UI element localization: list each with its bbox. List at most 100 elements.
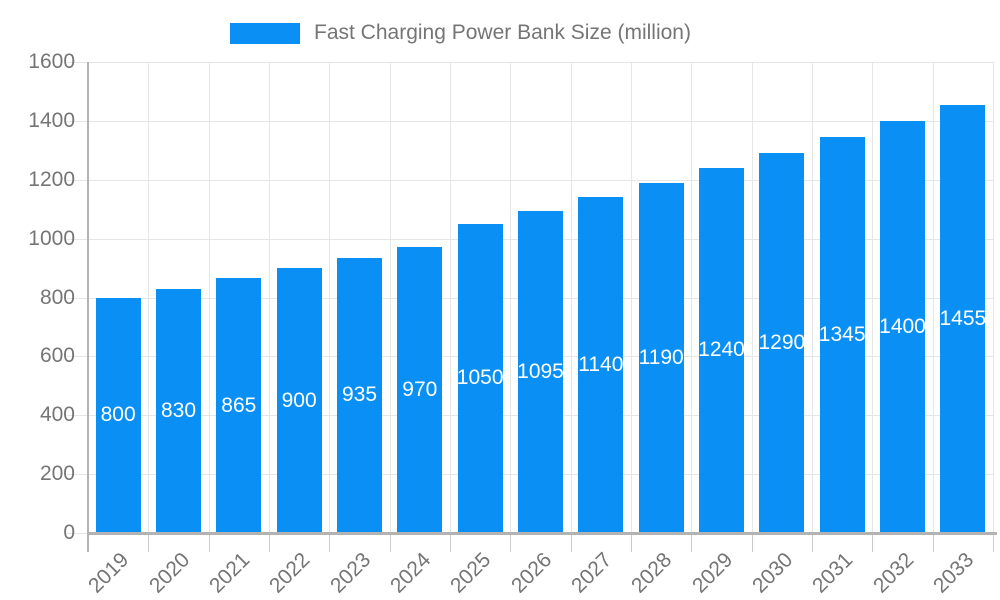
x-grid-line: [208, 62, 210, 533]
x-grid-line: [570, 62, 572, 533]
x-tick: [450, 535, 451, 552]
bar-value-label: 1240: [699, 338, 744, 362]
x-tick: [510, 535, 512, 552]
bar-value-label: 1290: [759, 331, 805, 355]
x-grid-line: [932, 62, 934, 533]
y-axis-label: 1200: [28, 167, 75, 191]
bar-value-label: 1455: [940, 306, 986, 330]
bar-value-label: 1190: [638, 345, 684, 369]
x-tick: [993, 535, 994, 552]
chart-title: Fast Charging Power Bank Size (million): [314, 21, 691, 44]
x-axis-label: 2033: [929, 548, 979, 598]
x-grid-line: [751, 62, 753, 533]
bar[interactable]: 1095: [518, 210, 563, 533]
bar[interactable]: 800: [95, 297, 141, 533]
y-tick: [67, 297, 88, 299]
y-tick: [67, 120, 88, 122]
x-tick: [329, 535, 331, 552]
y-tick: [67, 179, 88, 181]
y-axis-label: 1400: [28, 108, 75, 132]
x-axis-label: 2023: [325, 548, 376, 598]
x-tick: [148, 535, 150, 552]
bar-value-label: 970: [402, 378, 438, 402]
bar[interactable]: 865: [216, 278, 262, 533]
y-axis-label: 1000: [28, 226, 75, 250]
x-grid-line: [148, 62, 150, 533]
y-tick: [67, 415, 88, 417]
x-axis-label: 2028: [627, 548, 677, 598]
bar-value-label: 900: [281, 388, 317, 412]
bar-value-label: 1095: [518, 359, 563, 383]
x-axis-label: 2027: [567, 548, 617, 598]
bar-value-label: 935: [341, 383, 378, 407]
bar-value-label: 1140: [578, 353, 624, 377]
x-grid-line: [329, 62, 331, 533]
y-axis-label: 200: [39, 462, 75, 486]
y-axis-label: 1600: [28, 50, 75, 73]
x-axis-label: 2021: [205, 548, 255, 598]
x-axis-label: 2031: [808, 548, 858, 598]
bar-value-label: 1400: [880, 314, 925, 338]
x-tick: [389, 535, 391, 552]
x-grid-line: [269, 62, 270, 533]
y-axis-label: 400: [39, 403, 75, 427]
x-axis-label: 2032: [868, 548, 919, 598]
legend-swatch: [230, 22, 300, 44]
bar[interactable]: 900: [276, 268, 322, 533]
legend[interactable]: Fast Charging Power Bank Size (million): [230, 21, 691, 45]
bar[interactable]: 1290: [759, 153, 805, 533]
x-grid-line: [450, 62, 451, 533]
x-grid-line: [631, 62, 632, 533]
y-grid-line: [88, 179, 993, 181]
y-grid-line: [88, 62, 993, 63]
bar-value-label: 1345: [819, 323, 865, 347]
x-grid-line: [872, 62, 874, 533]
bar-value-label: 865: [221, 393, 257, 417]
bar[interactable]: 935: [337, 257, 382, 533]
bar[interactable]: 1190: [638, 182, 684, 533]
x-tick: [872, 535, 874, 552]
x-tick: [932, 535, 934, 552]
x-grid-line: [389, 62, 391, 533]
x-grid-line: [691, 62, 693, 533]
y-axis-label: 0: [63, 521, 75, 544]
x-tick: [208, 535, 210, 552]
bar-value-label: 800: [100, 403, 136, 427]
bar[interactable]: 1140: [578, 197, 624, 533]
x-axis-label: 2019: [84, 548, 134, 598]
y-axis-label: 800: [39, 285, 75, 309]
bar[interactable]: 830: [156, 288, 201, 533]
bar-value-label: 1050: [457, 366, 503, 390]
bar[interactable]: 970: [397, 247, 443, 533]
x-grid-line: [993, 62, 994, 533]
x-tick: [691, 535, 693, 552]
x-tick: [751, 535, 753, 552]
bar[interactable]: 1240: [699, 167, 744, 533]
y-tick: [67, 474, 88, 476]
x-axis-label: 2025: [446, 548, 496, 598]
x-axis-label: 2026: [506, 548, 557, 598]
x-axis-line: [88, 532, 997, 535]
bar[interactable]: 1400: [880, 120, 925, 533]
y-grid-line: [88, 120, 993, 122]
x-tick: [269, 535, 270, 552]
x-grid-line: [510, 62, 512, 533]
bar-value-label: 830: [160, 398, 197, 422]
y-axis-label: 600: [39, 344, 75, 368]
y-tick: [67, 62, 88, 63]
bar[interactable]: 1345: [819, 137, 865, 533]
y-tick: [67, 238, 88, 240]
y-tick: [67, 356, 88, 358]
x-axis-label: 2030: [748, 548, 798, 598]
x-tick: [631, 535, 632, 552]
x-grid-line: [812, 62, 813, 533]
y-tick: [67, 533, 88, 534]
bar[interactable]: 1455: [940, 104, 986, 533]
x-axis-label: 2020: [144, 548, 195, 598]
bar[interactable]: 1050: [457, 223, 503, 533]
x-tick: [570, 535, 572, 552]
x-axis-label: 2024: [386, 548, 436, 598]
x-tick: [812, 535, 813, 552]
x-axis-label: 2029: [687, 548, 738, 598]
